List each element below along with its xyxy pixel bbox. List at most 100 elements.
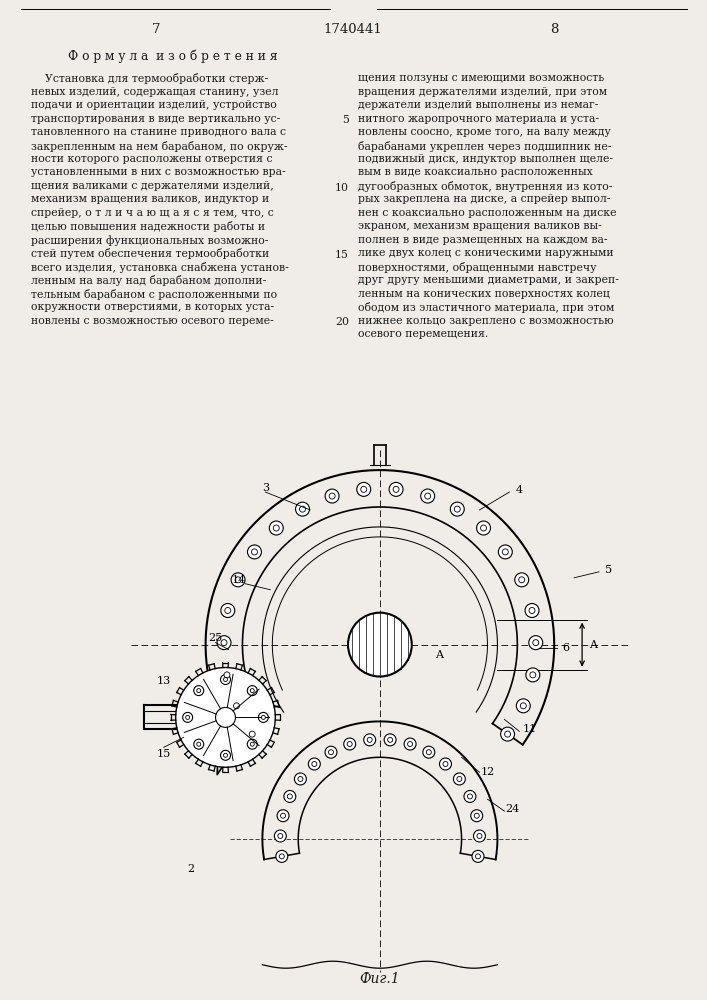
Circle shape	[423, 746, 435, 758]
Circle shape	[217, 636, 231, 650]
Circle shape	[294, 773, 306, 785]
Text: 24: 24	[506, 804, 520, 814]
Text: ленным на конических поверхностях колец: ленным на конических поверхностях колец	[358, 289, 610, 299]
Text: 10: 10	[335, 183, 349, 193]
Circle shape	[348, 613, 411, 677]
Circle shape	[194, 739, 204, 749]
Circle shape	[308, 758, 320, 770]
Circle shape	[515, 573, 529, 587]
Circle shape	[408, 742, 413, 747]
Circle shape	[276, 850, 288, 862]
Text: осевого перемещения.: осевого перемещения.	[358, 329, 489, 339]
Circle shape	[426, 750, 431, 755]
Circle shape	[443, 762, 448, 766]
Circle shape	[194, 686, 204, 696]
Circle shape	[387, 737, 392, 742]
Text: окружности отверстиями, в которых уста-: окружности отверстиями, в которых уста-	[31, 302, 274, 312]
Text: механизм вращения валиков, индуктор и: механизм вращения валиков, индуктор и	[31, 194, 269, 204]
Circle shape	[216, 707, 235, 727]
Circle shape	[421, 489, 435, 503]
Text: 8: 8	[550, 23, 559, 36]
Circle shape	[344, 738, 356, 750]
Circle shape	[220, 668, 234, 682]
Circle shape	[477, 521, 491, 535]
Circle shape	[450, 502, 464, 516]
Circle shape	[287, 794, 292, 799]
Circle shape	[503, 549, 508, 555]
Text: всего изделия, установка снабжена установ-: всего изделия, установка снабжена устано…	[31, 262, 289, 273]
Circle shape	[235, 577, 241, 583]
Circle shape	[357, 482, 370, 496]
Circle shape	[425, 493, 431, 499]
Circle shape	[404, 738, 416, 750]
Circle shape	[197, 742, 201, 746]
Text: 12: 12	[480, 767, 495, 777]
Circle shape	[250, 689, 255, 693]
Text: подвижный диск, индуктор выполнен щеле-: подвижный диск, индуктор выполнен щеле-	[358, 154, 613, 164]
Text: целью повышения надежности работы и: целью повышения надежности работы и	[31, 221, 265, 232]
Circle shape	[197, 689, 201, 693]
Text: расширения функциональных возможно-: расширения функциональных возможно-	[31, 235, 269, 246]
Circle shape	[225, 608, 230, 613]
Circle shape	[224, 672, 230, 678]
Circle shape	[245, 727, 259, 741]
Text: 4: 4	[516, 485, 523, 495]
Text: барабанами укреплен через подшипник не-: барабанами укреплен через подшипник не-	[358, 141, 612, 152]
Circle shape	[467, 794, 472, 799]
Text: полнен в виде размещенных на каждом ва-: полнен в виде размещенных на каждом ва-	[358, 235, 607, 245]
Circle shape	[481, 525, 486, 531]
Text: 20: 20	[335, 317, 349, 327]
Text: новлены с возможностью осевого переме-: новлены с возможностью осевого переме-	[31, 316, 274, 326]
Text: экраном, механизм вращения валиков вы-: экраном, механизм вращения валиков вы-	[358, 221, 602, 231]
Circle shape	[525, 604, 539, 617]
Text: тановленного на станине приводного вала с: тановленного на станине приводного вала …	[31, 127, 286, 137]
Circle shape	[393, 486, 399, 492]
Text: поверхностями, обращенными навстречу: поверхностями, обращенными навстречу	[358, 262, 597, 273]
Text: установленными в них с возможностью вра-: установленными в них с возможностью вра-	[31, 167, 286, 177]
Circle shape	[384, 734, 396, 746]
Text: новлены соосно, кроме того, на валу между: новлены соосно, кроме того, на валу межд…	[358, 127, 611, 137]
Circle shape	[223, 753, 228, 757]
Circle shape	[347, 742, 352, 747]
Circle shape	[325, 746, 337, 758]
Text: 2: 2	[187, 864, 194, 874]
Text: рых закреплена на диске, а спрейер выпол-: рых закреплена на диске, а спрейер выпол…	[358, 194, 610, 204]
Circle shape	[269, 521, 284, 535]
Circle shape	[247, 686, 257, 696]
Circle shape	[477, 833, 482, 838]
Circle shape	[281, 813, 286, 818]
Text: щения валиками с держателями изделий,: щения валиками с держателями изделий,	[31, 181, 274, 191]
Text: подачи и ориентации изделий, устройство: подачи и ориентации изделий, устройство	[31, 100, 277, 110]
Text: нен с коаксиально расположенным на диске: нен с коаксиально расположенным на диске	[358, 208, 617, 218]
Text: тельным барабаном с расположенными по: тельным барабаном с расположенными по	[31, 289, 277, 300]
Circle shape	[186, 715, 189, 719]
Text: 14: 14	[231, 575, 245, 585]
Circle shape	[529, 636, 543, 650]
Circle shape	[325, 489, 339, 503]
Circle shape	[250, 742, 255, 746]
Text: 3: 3	[262, 483, 269, 493]
Text: закрепленным на нем барабаном, по окруж-: закрепленным на нем барабаном, по окруж-	[31, 141, 288, 152]
Circle shape	[247, 739, 257, 749]
Circle shape	[296, 502, 310, 516]
Circle shape	[363, 734, 375, 746]
Text: невых изделий, содержащая станину, узел: невых изделий, содержащая станину, узел	[31, 87, 279, 97]
Text: держатели изделий выполнены из немаг-: держатели изделий выполнены из немаг-	[358, 100, 598, 110]
Circle shape	[221, 750, 230, 760]
Circle shape	[274, 525, 279, 531]
Circle shape	[367, 737, 372, 742]
Circle shape	[520, 703, 526, 709]
Text: A: A	[435, 650, 443, 660]
Circle shape	[440, 758, 452, 770]
Circle shape	[471, 810, 483, 822]
Text: 7: 7	[151, 23, 160, 36]
Circle shape	[230, 699, 243, 713]
Text: 5: 5	[605, 565, 612, 575]
Circle shape	[176, 668, 275, 767]
Circle shape	[279, 854, 284, 859]
Text: 13: 13	[157, 676, 171, 686]
Circle shape	[505, 731, 510, 737]
Circle shape	[182, 712, 192, 722]
Circle shape	[529, 608, 535, 613]
Circle shape	[247, 545, 262, 559]
